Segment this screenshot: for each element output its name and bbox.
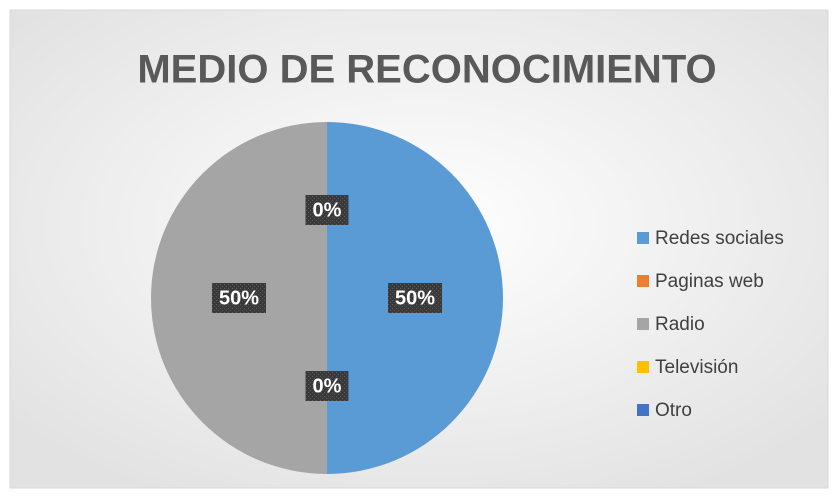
data-label: 50% [211,283,267,313]
legend-label: Radio [655,314,705,335]
data-label-text: 50% [395,287,435,309]
legend-label: Otro [655,400,692,421]
legend-swatch [637,361,649,373]
legend-swatch [637,232,649,244]
legend-label: Televisión [655,357,738,378]
legend-label: Paginas web [655,271,764,292]
legend-swatch [637,318,649,330]
data-label-box [305,371,349,401]
data-label-box [211,283,267,313]
legend-swatch [637,275,649,287]
data-label-box [387,283,443,313]
legend-label: Redes sociales [655,228,784,249]
data-label-text: 0% [313,199,342,221]
legend-swatch [637,404,649,416]
data-label-text: 50% [219,287,259,309]
chart-title: MEDIO DE RECONOCIMIENTO [137,48,716,92]
data-label-text: 0% [313,375,342,397]
data-label: 50% [387,283,443,313]
data-label-box [305,195,349,225]
data-label: 0% [305,195,349,225]
data-label: 0% [305,371,349,401]
